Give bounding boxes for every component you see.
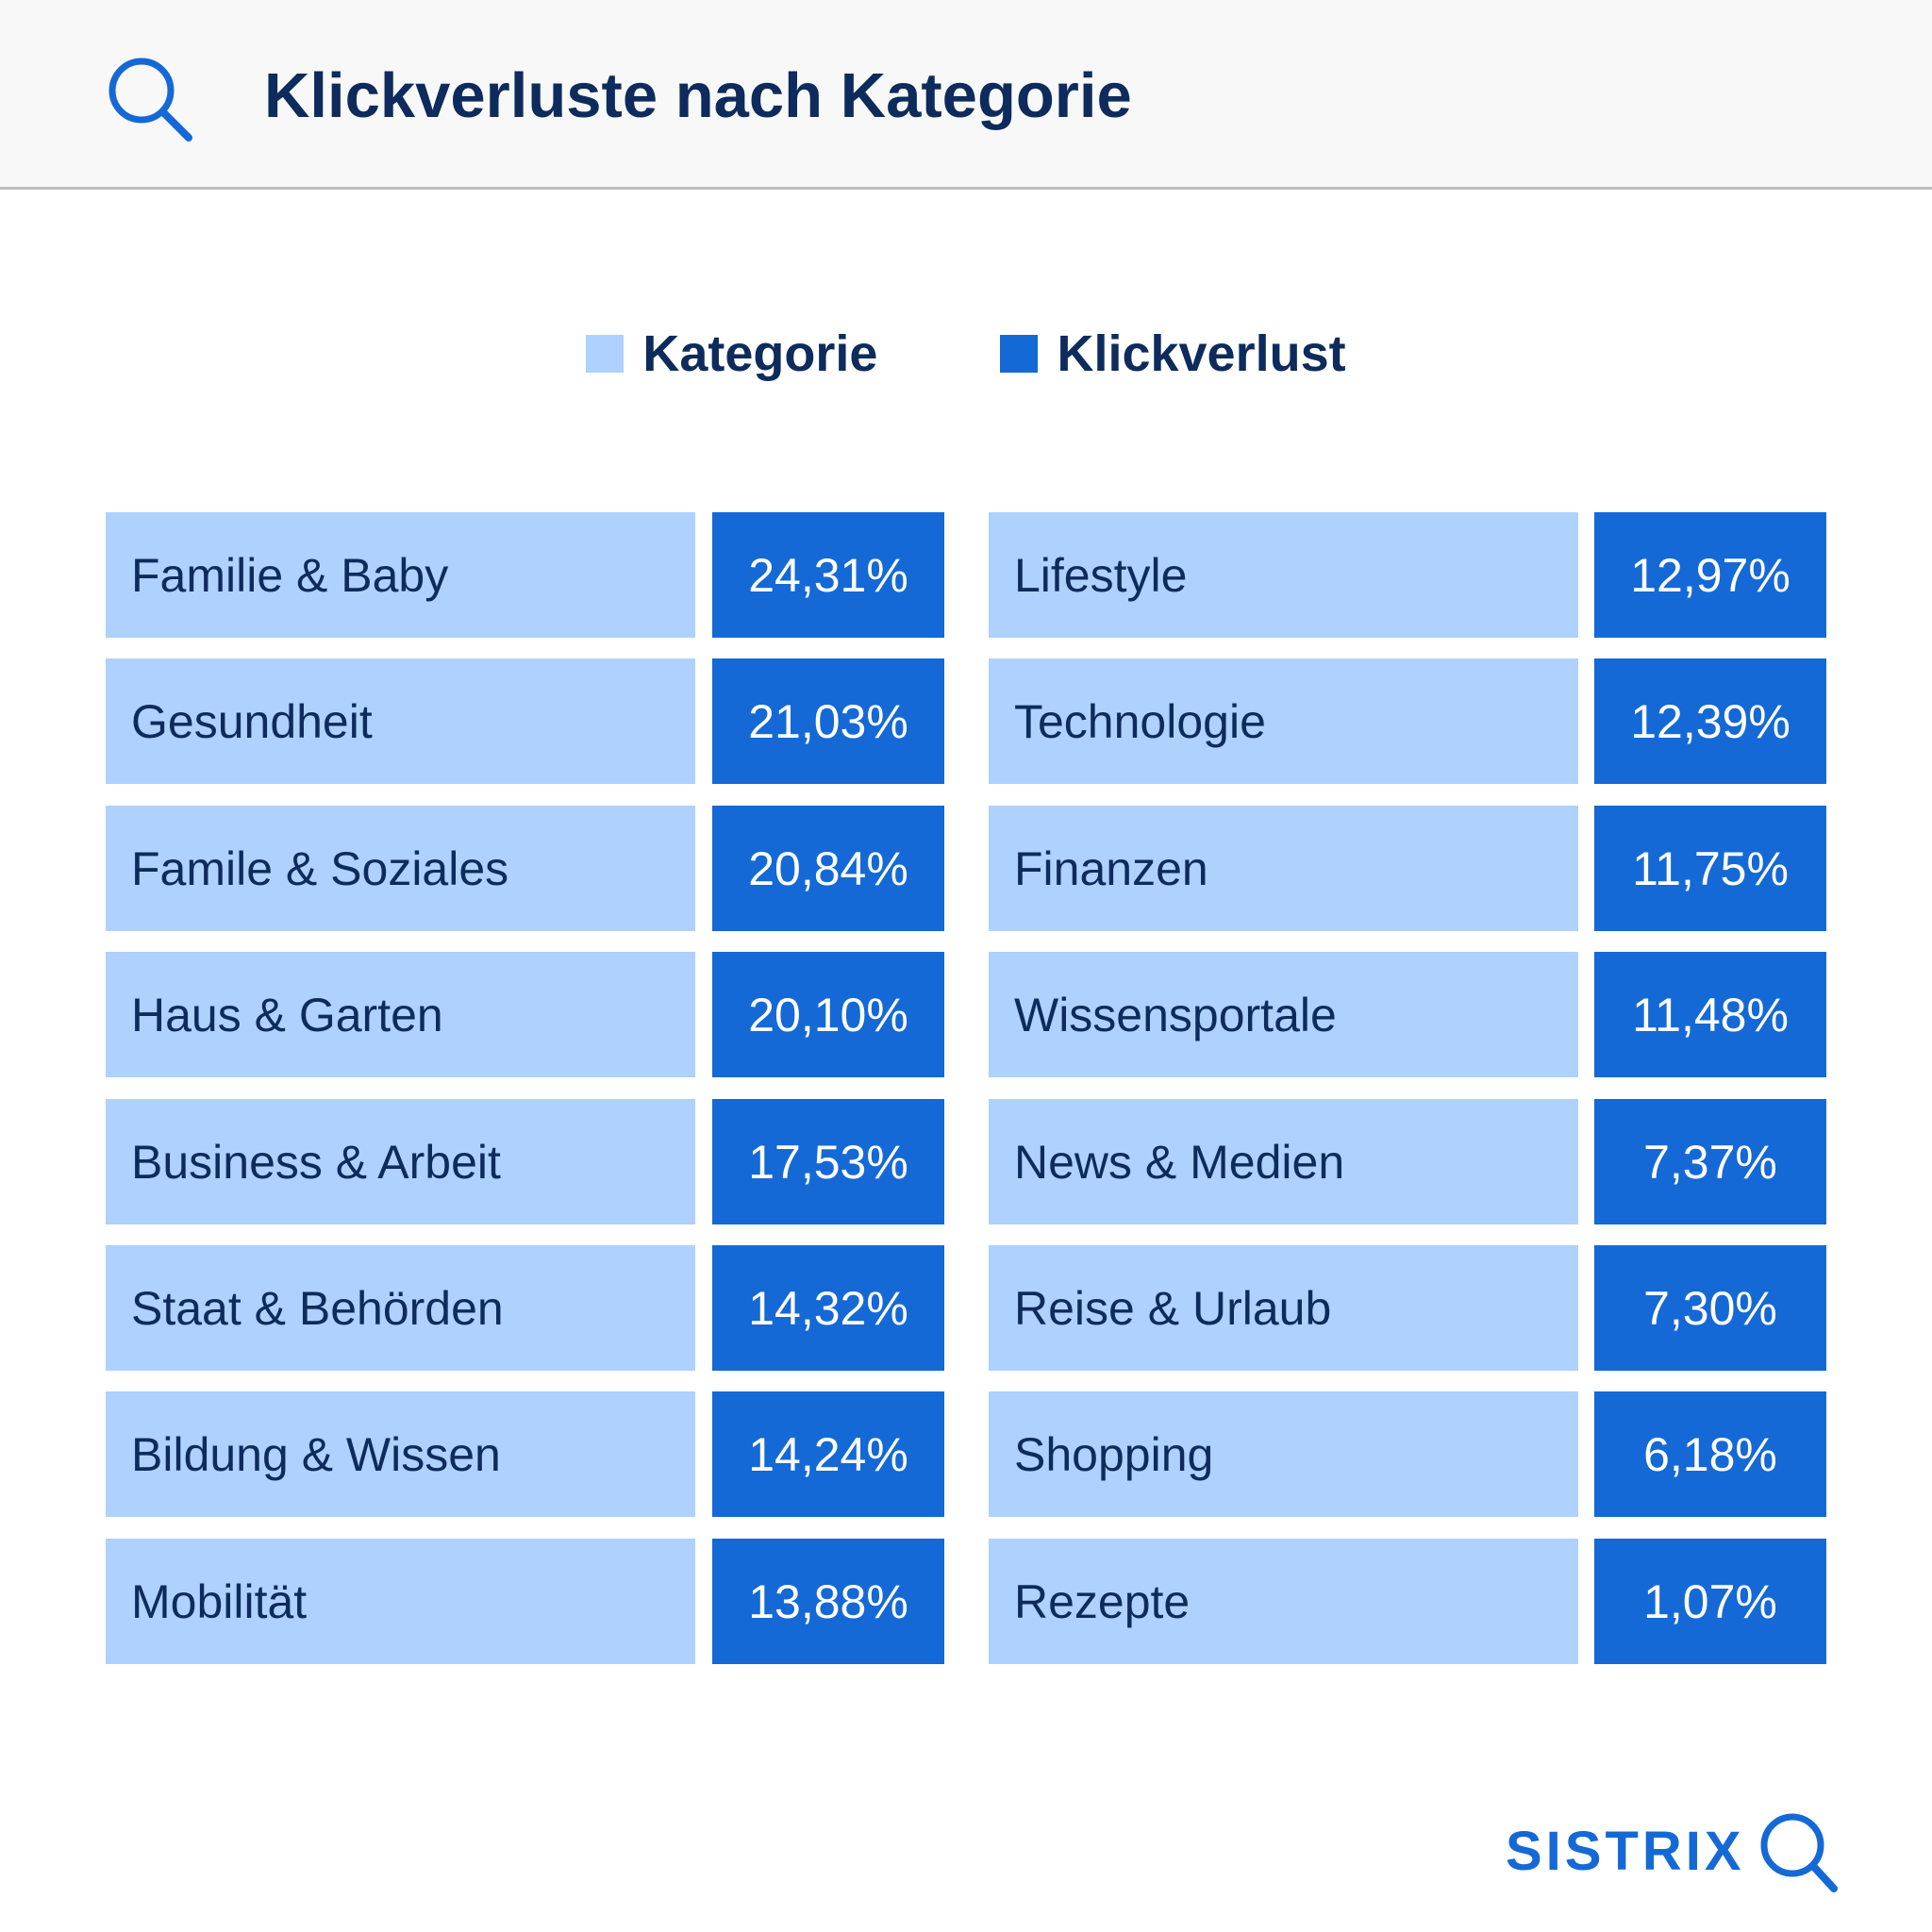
legend-swatch-category — [586, 335, 625, 373]
loss-value-cell: 6,18% — [1594, 1391, 1826, 1517]
magnifier-logo-icon — [1760, 1813, 1838, 1892]
category-cell: Mobilität — [106, 1539, 695, 1664]
legend: Kategorie Klickverlust — [0, 321, 1932, 387]
brand-logo: SISTRIX — [1506, 1809, 1840, 1894]
loss-value-cell: 1,07% — [1594, 1539, 1826, 1664]
loss-value-cell: 12,97% — [1594, 512, 1826, 638]
loss-value-cell: 7,37% — [1594, 1099, 1826, 1224]
category-cell: Staat & Behörden — [106, 1245, 695, 1371]
legend-label-loss: Klickverlust — [1057, 325, 1346, 382]
legend-swatch-loss — [1000, 335, 1039, 373]
loss-value-cell: 21,03% — [712, 658, 944, 784]
loss-value-cell: 17,53% — [712, 1099, 944, 1224]
loss-value-cell: 14,32% — [712, 1245, 944, 1371]
loss-value-cell: 11,75% — [1594, 806, 1826, 931]
category-cell: Bildung & Wissen — [106, 1391, 695, 1517]
category-cell: Familie & Baby — [106, 512, 695, 638]
legend-label-category: Kategorie — [642, 325, 878, 382]
loss-value-cell: 11,48% — [1594, 952, 1826, 1077]
category-cell: Business & Arbeit — [106, 1099, 695, 1224]
loss-value-cell: 7,30% — [1594, 1245, 1826, 1371]
loss-value-cell: 13,88% — [712, 1539, 944, 1664]
category-cell: Technologie — [989, 658, 1578, 784]
loss-value-cell: 20,84% — [712, 806, 944, 931]
header-bar: Klickverluste nach Kategorie — [0, 0, 1932, 190]
category-cell: Shopping — [989, 1391, 1578, 1517]
category-cell: Lifestyle — [989, 512, 1578, 638]
category-cell: Famile & Soziales — [106, 806, 695, 931]
page-title: Klickverluste nach Kategorie — [264, 60, 1132, 131]
category-cell: Finanzen — [989, 806, 1578, 931]
loss-value-cell: 20,10% — [712, 952, 944, 1077]
category-cell: Wissensportale — [989, 952, 1578, 1077]
category-cell: News & Medien — [989, 1099, 1578, 1224]
category-cell: Reise & Urlaub — [989, 1245, 1578, 1371]
loss-value-cell: 24,31% — [712, 512, 944, 638]
search-icon — [108, 58, 192, 142]
legend-item-category: Kategorie — [586, 325, 877, 383]
loss-value-cell: 12,39% — [1594, 658, 1826, 784]
category-cell: Haus & Garten — [106, 952, 695, 1077]
category-cell: Gesundheit — [106, 658, 695, 784]
category-cell: Rezepte — [989, 1539, 1578, 1664]
loss-value-cell: 14,24% — [712, 1391, 944, 1517]
legend-item-loss: Klickverlust — [1000, 325, 1346, 383]
brand-name: SISTRIX — [1506, 1821, 1745, 1882]
